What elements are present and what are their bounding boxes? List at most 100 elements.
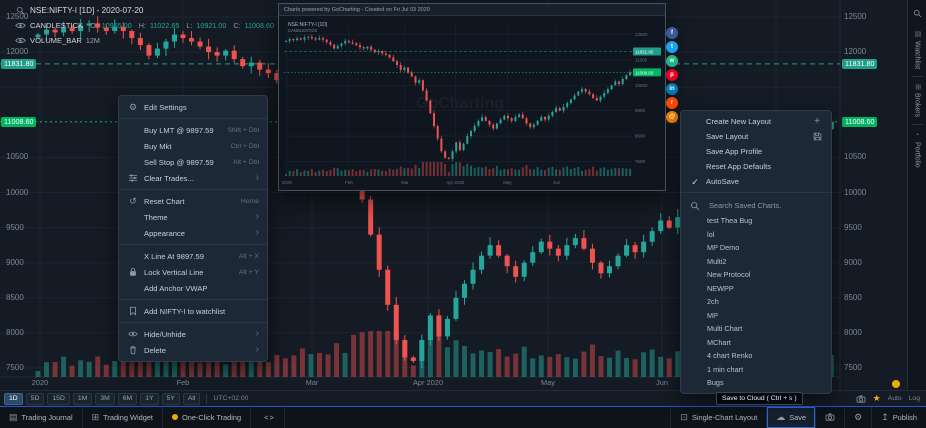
price-label-8500: 8500 — [6, 292, 24, 302]
item-button[interactable]: <> — [251, 407, 285, 428]
menu-item-x-line-at-9897-59[interactable]: X Line At 9897.59 Alt + X — [119, 248, 267, 264]
saved-chart-test-thea-bug[interactable]: test Thea Bug — [707, 216, 753, 226]
saved-chart-newpp[interactable]: NEWPP — [707, 283, 734, 293]
chevron-right-icon: › — [255, 328, 259, 339]
saved-chart-mp-demo[interactable]: MP Demo — [707, 243, 740, 253]
menu-item-edit-settings[interactable]: ⚙ Edit Settings — [128, 102, 187, 112]
publish-button[interactable]: ↥ Publish — [871, 407, 926, 428]
menu-item-delete[interactable]: Delete › — [119, 342, 267, 358]
one-click-trading-button[interactable]: One-Click Trading — [163, 407, 252, 428]
saved-chart-mp[interactable]: MP — [707, 310, 718, 320]
publish-icon: ↥ — [881, 412, 889, 422]
timeframe-5d[interactable]: 5D — [25, 392, 45, 405]
menu-item-autosave[interactable]: ✓ AutoSave — [681, 174, 831, 189]
low-label: L: — [186, 20, 193, 30]
linkedin-share-icon[interactable]: in — [666, 83, 678, 95]
menu-item-buy-lmt-9897-59[interactable]: Buy LMT @ 9897.59 Shift + Dbl — [119, 122, 267, 138]
save-icon — [811, 132, 823, 141]
timeframe-5y[interactable]: 5Y — [161, 392, 180, 405]
saved-chart-lol[interactable]: lol — [707, 229, 715, 239]
eye-icon[interactable] — [14, 35, 26, 45]
menu-item-hide-unhide[interactable]: Hide/Unhide › — [119, 326, 267, 342]
facebook-share-icon[interactable]: f — [666, 27, 678, 39]
timeframe-1d[interactable]: 1D — [4, 392, 23, 405]
footer-bar: ▤ Trading Journal ⊞ Trading Widget One-Click… — [0, 406, 926, 428]
cloud-icon: ☁ — [776, 412, 786, 422]
rail-tab-watchlist[interactable]: ▤ Watchlist — [913, 30, 922, 70]
sliders-icon — [127, 173, 139, 184]
favorite-star-icon[interactable]: ★ — [872, 393, 881, 403]
saved-chart-multi-chart[interactable]: Multi Chart — [707, 324, 743, 334]
menu-item-sell-stop-9897-59[interactable]: Sell Stop @ 9897.59 Alt + Dbl — [119, 154, 267, 170]
menu-item-add-nifty-i-to-watchlist[interactable]: Add NIFTY-I to watchlist — [119, 303, 267, 319]
price-label-10000: 10000 — [6, 187, 29, 197]
study-name[interactable]: VOLUME_BAR — [30, 35, 82, 45]
svg-text:11008.60: 11008.60 — [635, 70, 654, 75]
lock-icon — [127, 267, 139, 278]
email-share-icon[interactable]: @ — [666, 111, 678, 123]
search-icon — [689, 200, 701, 211]
icon-slot — [127, 251, 139, 262]
symbol-search-icon[interactable] — [14, 5, 26, 15]
menu-item-create-new-layout[interactable]: Create New Layout + — [681, 114, 831, 129]
scale-log-toggle[interactable]: Log — [908, 395, 920, 402]
gear-button[interactable]: ⚙ — [844, 407, 871, 428]
single-chart-layout-button[interactable]: ⊡ Single-Chart Layout — [670, 407, 766, 428]
saved-chart-1-min-chart[interactable]: 1 min chart — [707, 364, 744, 374]
gear-icon: ⚙ — [854, 412, 863, 422]
menu-item-reset-chart[interactable]: ↺ Reset Chart Home — [119, 193, 267, 209]
layout-menu: Create New Layout + Save Layout Save App Pr… — [680, 110, 832, 394]
menu-item-lock-vertical-line[interactable]: Lock Vertical Line Alt + Y — [119, 264, 267, 280]
reddit-share-icon[interactable]: r — [666, 97, 678, 109]
twitter-share-icon[interactable]: t — [666, 41, 678, 53]
price-label-9500: 9500 — [6, 222, 24, 232]
svg-text:Apr 2020: Apr 2020 — [446, 180, 465, 185]
pinterest-share-icon[interactable]: p — [666, 69, 678, 81]
rail-tab-portfolio[interactable]: ◔ Portfolio — [913, 132, 921, 168]
saved-charts-search[interactable] — [681, 196, 831, 214]
briefcase-icon: ⊞ — [914, 84, 921, 91]
divider — [911, 76, 923, 78]
timezone-label[interactable]: UTC+02:00 — [213, 395, 249, 402]
menu-item-reset-app-defaults[interactable]: Reset App Defaults — [681, 159, 831, 174]
menu-item-clear-trades[interactable]: Clear Trades... › — [119, 170, 267, 186]
saved-chart-4-chart-renko[interactable]: 4 chart Renko — [707, 351, 753, 361]
saved-chart-multi2[interactable]: Multi2 — [707, 256, 727, 266]
menu-item-buy-mkt[interactable]: Buy Mkt Ctrl + Dbl — [119, 138, 267, 154]
saved-chart-mchart[interactable]: MChart — [707, 337, 731, 347]
timeframe-1m[interactable]: 1M — [72, 392, 93, 405]
saved-chart-2ch[interactable]: 2ch — [707, 297, 719, 307]
trading-journal-button[interactable]: ▤ Trading Journal — [0, 407, 83, 428]
saved-chart-bugs[interactable]: Bugs — [707, 378, 724, 388]
saved-chart-new-protocol[interactable]: New Protocol — [707, 270, 751, 280]
price-label-7500: 7500 — [6, 363, 24, 372]
menu-item-save-app-profile[interactable]: Save App Profile — [681, 144, 831, 159]
timeframe-3m[interactable]: 3M — [95, 392, 115, 405]
search-icon[interactable] — [913, 5, 922, 23]
symbol-title[interactable]: NSE:NIFTY-I [1D] - 2020-07-20 — [30, 5, 144, 15]
eye-icon — [127, 329, 139, 340]
timeframe-1y[interactable]: 1Y — [140, 392, 159, 405]
high-label: H: — [138, 20, 146, 30]
price-label-10000: 10000 — [844, 187, 867, 197]
camera-icon[interactable] — [856, 390, 866, 408]
camera-icon — [825, 412, 835, 423]
study-name[interactable]: CANDLESTICK — [30, 20, 84, 30]
search-saved-charts-input[interactable] — [707, 200, 823, 211]
rail-tab-brokers[interactable]: ⊞ Brokers — [913, 84, 922, 118]
whatsapp-share-icon[interactable]: w — [666, 55, 678, 67]
timeframe-15d[interactable]: 15D — [47, 392, 70, 405]
menu-item-appearance[interactable]: Appearance › — [119, 225, 267, 241]
menu-item-theme[interactable]: Theme › — [119, 209, 267, 225]
menu-item-add-anchor-vwap[interactable]: Add Anchor VWAP — [119, 280, 267, 296]
trading-widget-button[interactable]: ⊞ Trading Widget — [83, 407, 163, 428]
popup-caption: Charts powered by GoCharting - Created o… — [279, 4, 665, 16]
notification-dot[interactable] — [892, 380, 900, 388]
scale-auto-toggle[interactable]: Auto — [887, 395, 902, 402]
save-button[interactable]: ☁ Save — [766, 407, 816, 428]
timeframe-all[interactable]: All — [182, 392, 201, 405]
eye-icon[interactable] — [14, 20, 26, 30]
timeframe-6m[interactable]: 6M — [117, 392, 138, 405]
menu-item-save-layout[interactable]: Save Layout — [681, 129, 831, 144]
camera-button[interactable] — [815, 407, 844, 428]
